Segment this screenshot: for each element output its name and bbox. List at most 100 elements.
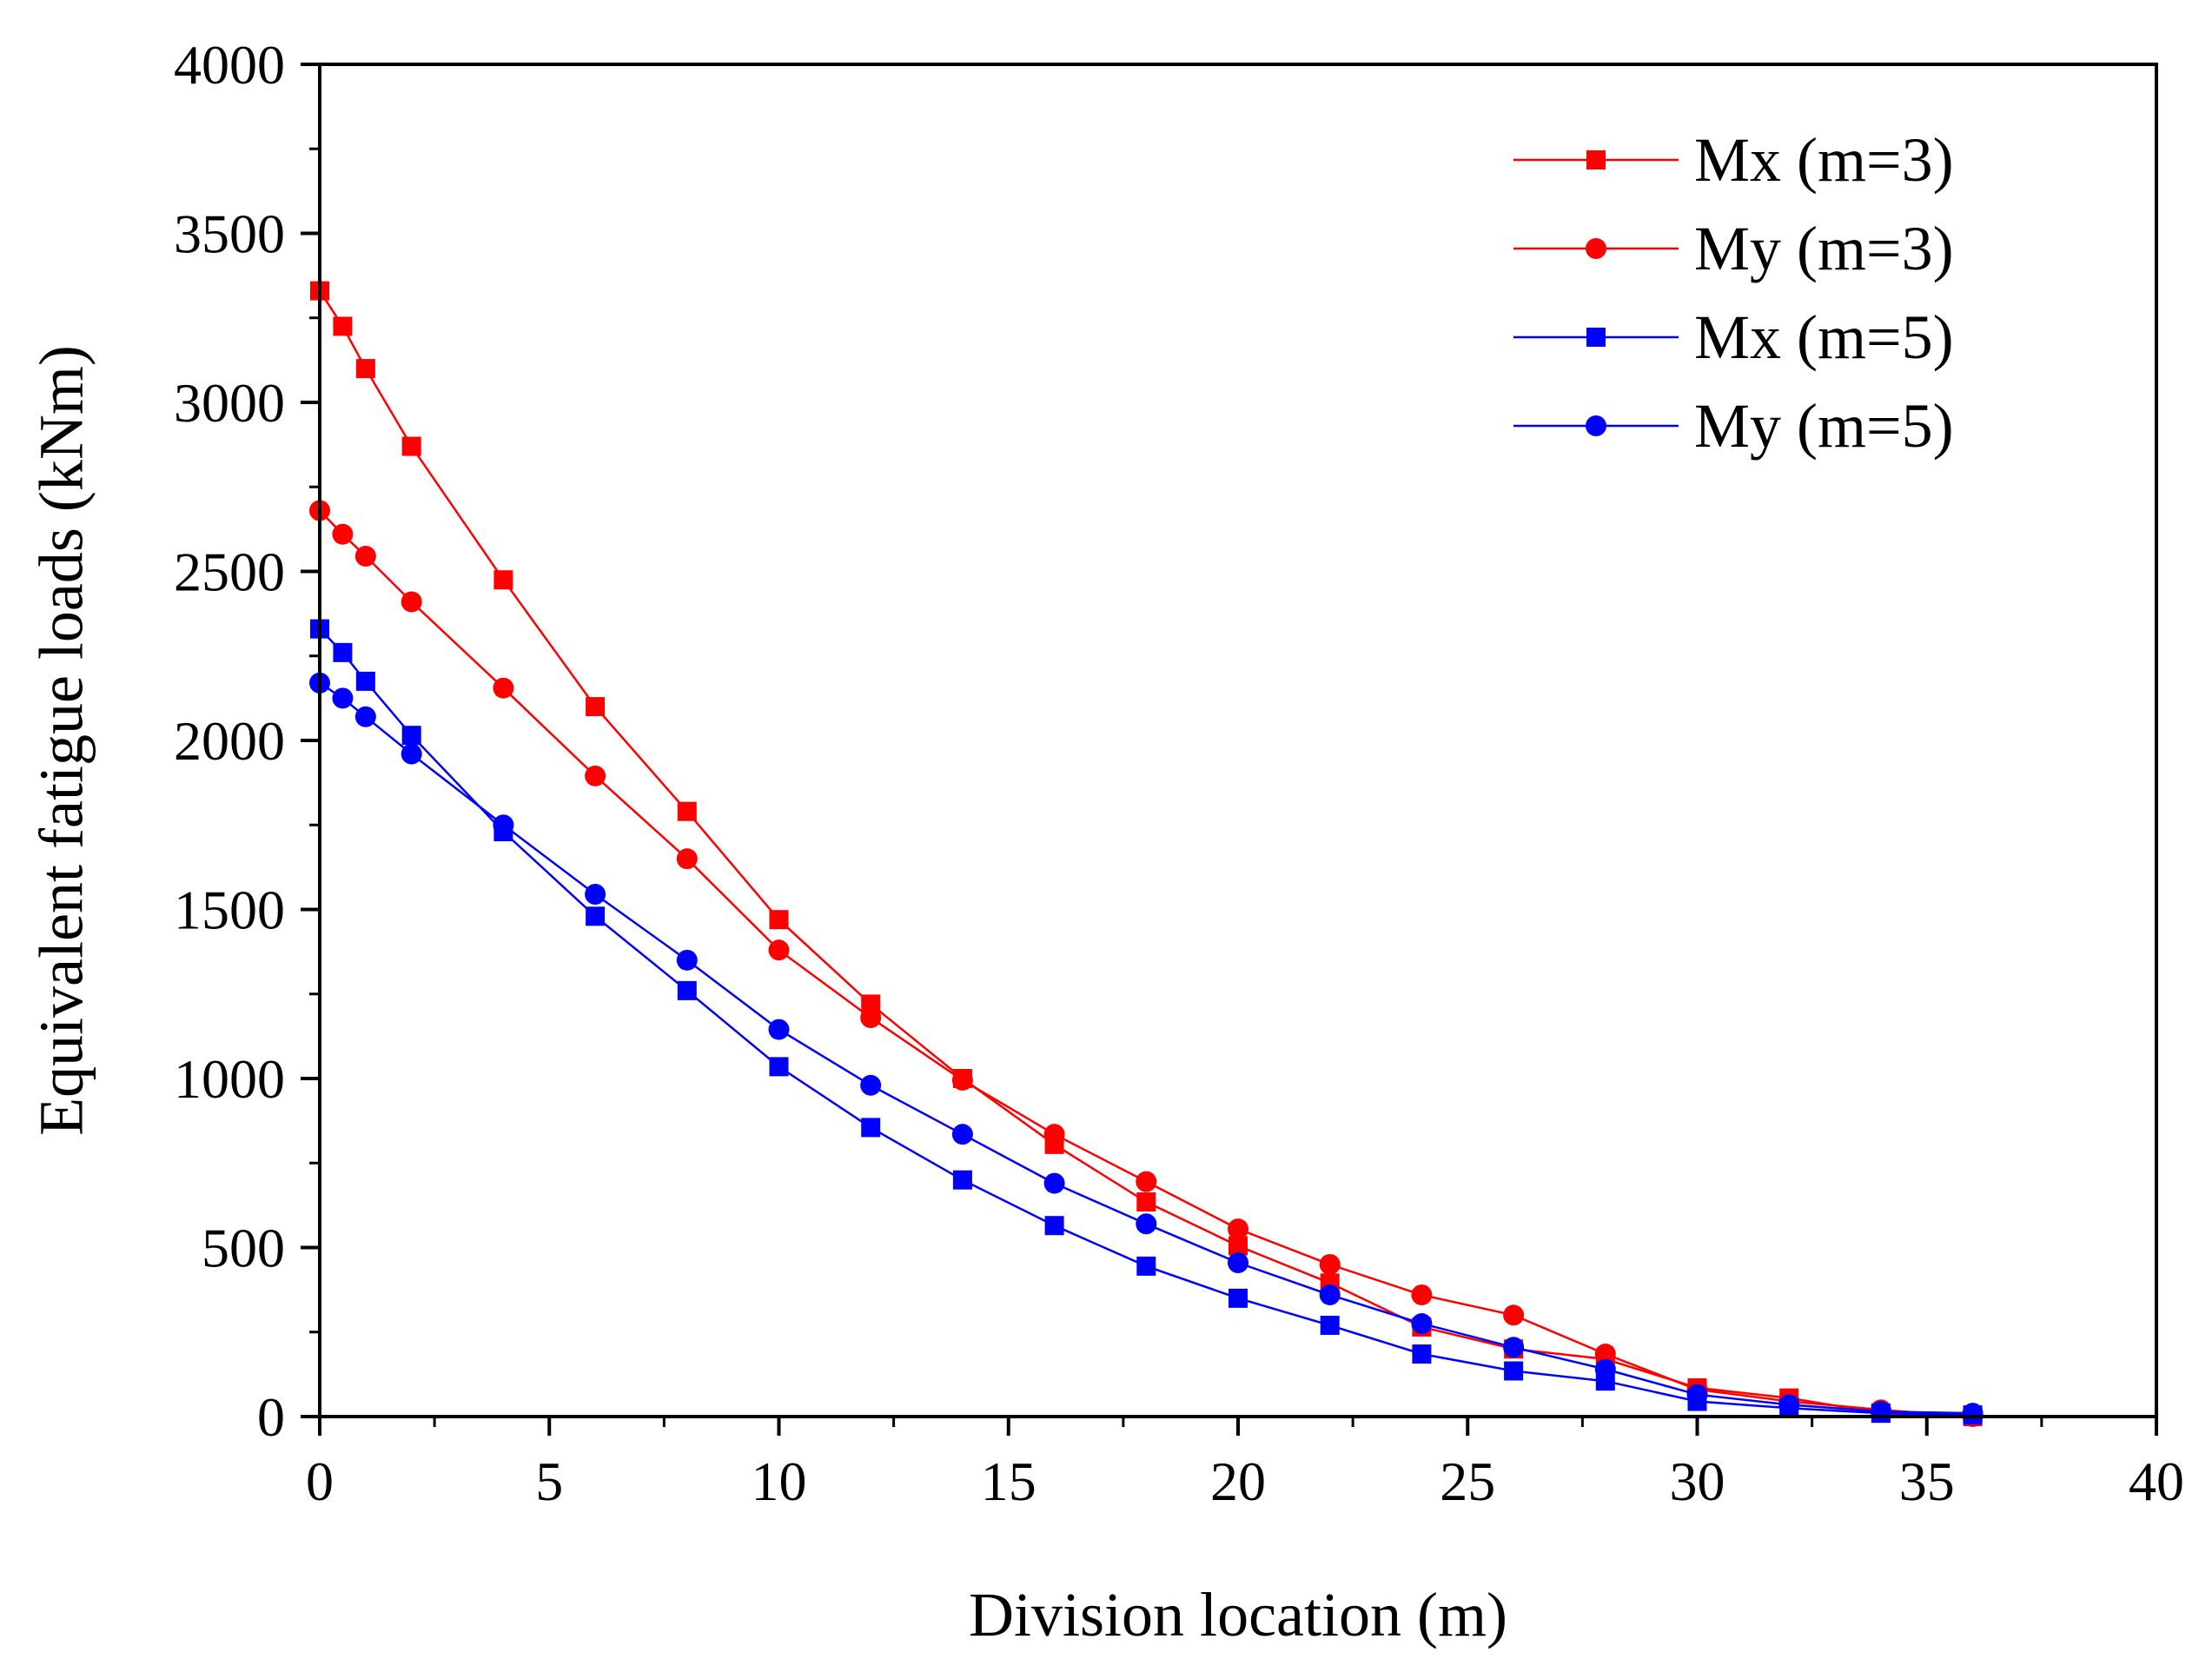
series-line	[319, 627, 1973, 1417]
data-point	[1594, 1358, 1616, 1380]
data-point	[951, 1124, 973, 1145]
data-point	[1136, 1171, 1157, 1192]
data-point	[676, 848, 698, 870]
series-group	[310, 619, 1983, 1425]
data-point	[1778, 1394, 1800, 1416]
data-point	[585, 883, 606, 905]
data-point	[952, 1170, 972, 1190]
x-tick-label: 0	[306, 1450, 334, 1512]
data-point	[769, 1057, 789, 1077]
data-point	[1319, 1253, 1341, 1275]
x-tick-label: 10	[752, 1450, 807, 1512]
data-point	[1228, 1218, 1248, 1240]
x-axis-title: Division location (m)	[969, 1580, 1507, 1649]
data-point	[354, 545, 376, 567]
legend-label: My (m=3)	[1694, 214, 1954, 283]
y-axis-title: Equivalent fatigue loads (kNm)	[27, 345, 96, 1136]
data-point	[1504, 1361, 1524, 1381]
data-point	[355, 359, 375, 379]
data-point	[354, 706, 376, 727]
data-point	[1043, 1124, 1065, 1145]
data-point	[1136, 1256, 1156, 1276]
data-point	[585, 765, 606, 787]
series-group	[309, 672, 1984, 1424]
data-point	[493, 814, 514, 836]
y-tick-label: 1000	[174, 1048, 285, 1110]
data-point	[951, 1069, 973, 1091]
x-tick-label: 20	[1210, 1450, 1266, 1512]
data-point	[1503, 1337, 1525, 1358]
legend-entry: Mx (m=5)	[1513, 302, 1954, 372]
legend-label: Mx (m=5)	[1694, 302, 1954, 372]
legend-label: My (m=5)	[1694, 391, 1954, 461]
y-tick-label: 4000	[174, 34, 285, 96]
data-point	[1503, 1304, 1525, 1326]
data-point	[861, 1118, 881, 1138]
y-tick-label: 1500	[174, 879, 285, 941]
data-point	[1870, 1401, 1891, 1423]
series-layer	[309, 281, 1984, 1427]
data-point	[493, 677, 514, 699]
data-point	[1320, 1315, 1340, 1335]
data-point	[768, 1019, 790, 1040]
y-tick-label: 2000	[174, 710, 285, 772]
data-point	[401, 726, 421, 746]
plot-frame	[318, 63, 2158, 1418]
x-tick-label: 15	[981, 1450, 1036, 1512]
tick-labels-layer: 0 5 10 15 20 25 30 35 40 0 500 1000 1500 2000 2500 3000…	[174, 34, 2184, 1512]
data-point	[1044, 1216, 1064, 1236]
legend-entry: My (m=3)	[1513, 214, 1954, 283]
series-line	[319, 681, 1973, 1415]
legend-label: Mx (m=3)	[1694, 125, 1954, 195]
data-point	[1686, 1384, 1708, 1405]
data-point	[401, 743, 422, 765]
data-point	[1412, 1344, 1432, 1364]
data-point	[1411, 1313, 1433, 1335]
data-point	[355, 671, 375, 691]
legend-entry: Mx (m=3)	[1513, 125, 1954, 195]
x-tick-label: 5	[535, 1450, 563, 1512]
x-tick-label: 30	[1670, 1450, 1725, 1512]
legend-marker	[1586, 328, 1606, 347]
data-point	[1043, 1172, 1065, 1194]
legend-marker	[1586, 150, 1606, 169]
data-point	[1962, 1403, 1984, 1424]
data-point	[333, 316, 353, 336]
data-point	[769, 910, 789, 930]
legend-entry: My (m=5)	[1513, 391, 1954, 461]
data-point	[1229, 1236, 1248, 1256]
legend-marker-shape	[1586, 328, 1606, 347]
y-tick-label: 3000	[174, 372, 285, 434]
series-line	[319, 509, 1973, 1418]
data-point	[1411, 1284, 1433, 1305]
data-point	[677, 801, 697, 821]
y-tick-label: 3500	[174, 203, 285, 265]
data-point	[1136, 1213, 1157, 1235]
data-point	[332, 687, 354, 709]
x-tick-label: 40	[2129, 1450, 2184, 1512]
data-point	[1228, 1252, 1248, 1274]
data-point	[1136, 1191, 1156, 1211]
data-point	[1594, 1344, 1616, 1365]
y-tick-label: 2500	[174, 541, 285, 603]
data-point	[1319, 1284, 1341, 1305]
legend-marker-shape	[1586, 238, 1606, 259]
legend-marker	[1586, 415, 1606, 436]
data-point	[586, 697, 606, 717]
legend-marker-shape	[1586, 415, 1606, 436]
data-point	[860, 1074, 882, 1096]
data-point	[401, 591, 422, 613]
series-group	[309, 500, 1984, 1427]
x-tick-label: 35	[1899, 1450, 1955, 1512]
y-tick-label: 500	[202, 1218, 285, 1279]
data-point	[860, 1006, 882, 1028]
x-tick-label: 25	[1440, 1450, 1495, 1512]
data-point	[493, 570, 513, 590]
legend-marker-shape	[1586, 150, 1606, 169]
data-point	[677, 980, 697, 1000]
data-point	[332, 523, 354, 545]
data-point	[676, 949, 698, 971]
legend: Mx (m=3) My (m=3) Mx (m=5) My (m=5)	[1513, 125, 1954, 461]
y-tick-label: 0	[257, 1386, 285, 1448]
